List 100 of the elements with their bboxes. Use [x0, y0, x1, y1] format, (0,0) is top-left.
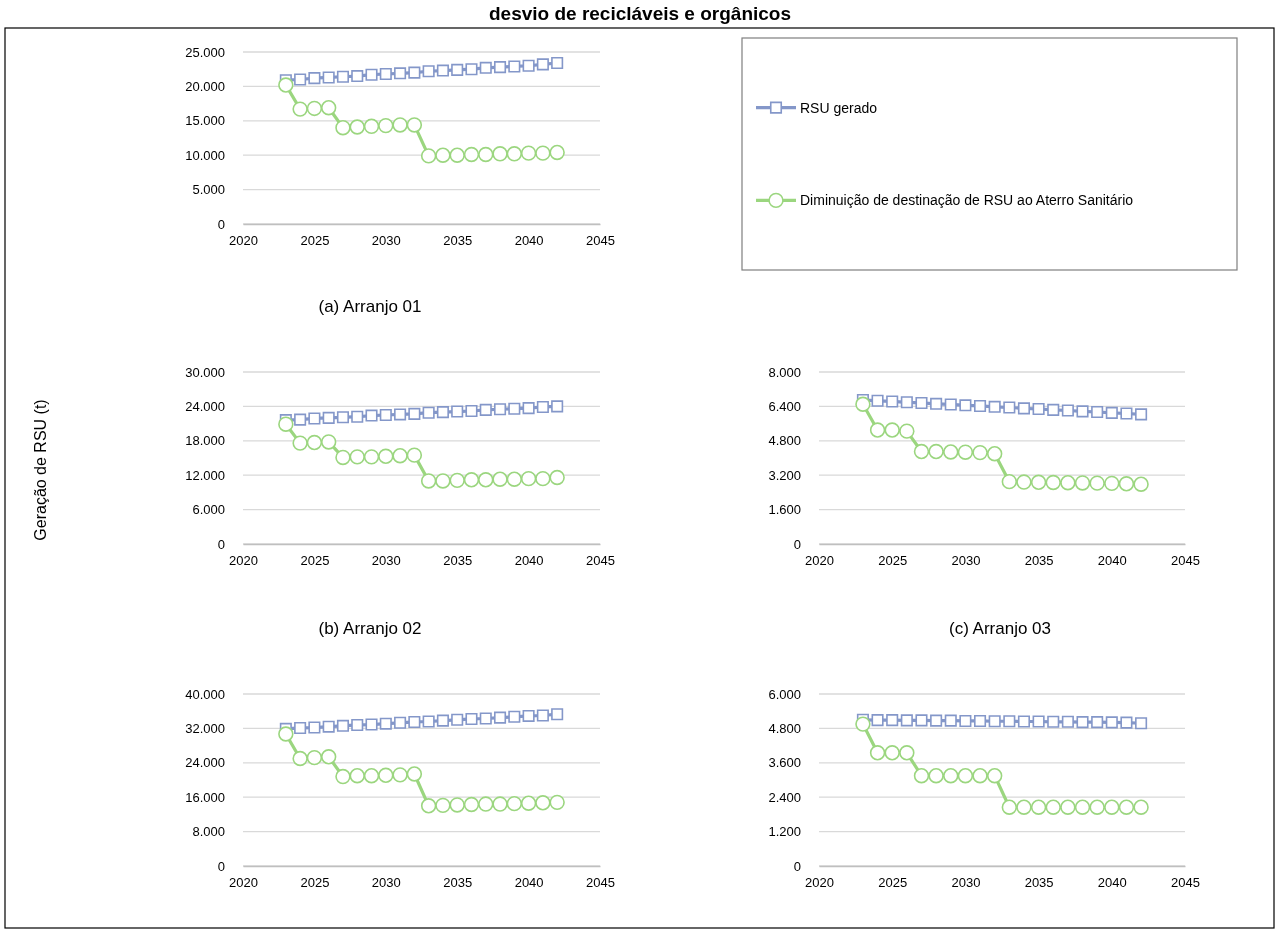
point — [943, 768, 959, 784]
point — [1118, 799, 1135, 815]
point — [379, 67, 392, 81]
point — [278, 77, 294, 93]
point — [959, 714, 972, 727]
point — [508, 402, 521, 415]
point — [408, 407, 421, 420]
y-tick-label: 12.000 — [185, 467, 225, 483]
point — [479, 403, 492, 416]
point — [478, 146, 494, 163]
point — [869, 422, 886, 438]
point — [1047, 403, 1060, 416]
point — [551, 400, 564, 413]
x-tick-label: 2020 — [229, 233, 258, 249]
text: desvio de recicláveis e orgânicos — [488, 3, 792, 24]
y-tick-label: 6.000 — [768, 686, 801, 702]
point — [1089, 475, 1105, 491]
point — [884, 745, 900, 761]
point — [1016, 474, 1032, 490]
point — [1001, 473, 1018, 490]
y-tick-label: 10.000 — [185, 147, 225, 163]
point — [479, 712, 492, 725]
point — [930, 397, 943, 410]
point — [871, 394, 884, 407]
point — [549, 794, 565, 811]
point — [365, 409, 378, 422]
y-tick-label: 40.000 — [185, 686, 225, 702]
point — [536, 58, 549, 71]
point — [1133, 799, 1149, 815]
point — [1076, 405, 1089, 418]
point — [957, 768, 974, 784]
point — [535, 470, 551, 487]
point — [551, 56, 564, 70]
point — [1047, 715, 1060, 728]
y-tick-label: 24.000 — [185, 755, 225, 771]
point — [392, 117, 408, 133]
point — [899, 423, 915, 439]
point — [900, 396, 913, 409]
point — [306, 749, 323, 766]
x-tick-label: 2030 — [371, 875, 401, 891]
point — [884, 422, 900, 438]
x-tick-label: 2025 — [878, 875, 908, 891]
point — [278, 416, 294, 432]
point — [494, 61, 507, 74]
point — [520, 470, 537, 487]
point — [915, 714, 928, 727]
point — [392, 767, 408, 783]
y-tick-label: 0 — [793, 536, 801, 552]
point — [855, 716, 871, 732]
point — [900, 714, 913, 727]
point — [278, 726, 294, 742]
point — [930, 714, 943, 727]
point — [535, 145, 551, 161]
point — [1017, 402, 1030, 415]
point — [520, 145, 537, 161]
point — [436, 64, 449, 77]
x-tick-label: 2030 — [951, 553, 981, 569]
point — [479, 61, 492, 74]
point — [871, 714, 884, 727]
point — [336, 719, 349, 732]
point — [363, 768, 380, 784]
point — [1032, 402, 1045, 416]
point — [522, 59, 535, 72]
point — [944, 714, 957, 727]
point — [536, 400, 549, 414]
point — [322, 720, 335, 733]
point — [1032, 715, 1045, 728]
point — [1003, 715, 1016, 728]
point — [1030, 474, 1047, 490]
text: (c) Arranjo 03 — [948, 619, 1052, 638]
point — [349, 119, 365, 135]
point — [522, 402, 535, 415]
point — [465, 712, 478, 725]
point — [551, 708, 564, 721]
x-tick-label: 2030 — [371, 233, 401, 249]
point — [465, 404, 478, 418]
point — [394, 408, 407, 421]
y-tick-label: 6.000 — [192, 502, 225, 518]
point — [1104, 799, 1120, 815]
y-tick-label: 16.000 — [185, 789, 225, 805]
point — [943, 444, 959, 460]
point — [406, 447, 423, 463]
point — [294, 721, 307, 735]
point — [322, 71, 335, 84]
point — [869, 745, 886, 761]
x-tick-label: 2035 — [443, 233, 473, 249]
legend-label: RSU gerado — [800, 99, 878, 116]
y-tick-label: 3.600 — [768, 755, 801, 771]
point — [494, 403, 507, 416]
point — [408, 715, 421, 728]
y-tick-label: 0 — [217, 858, 225, 874]
point — [492, 471, 508, 487]
point — [378, 117, 394, 134]
point — [974, 714, 987, 727]
point — [451, 405, 464, 418]
y-tick-label: 0 — [793, 858, 801, 874]
point — [974, 399, 987, 413]
point — [1104, 475, 1120, 492]
point — [886, 395, 899, 408]
point — [1105, 716, 1118, 729]
